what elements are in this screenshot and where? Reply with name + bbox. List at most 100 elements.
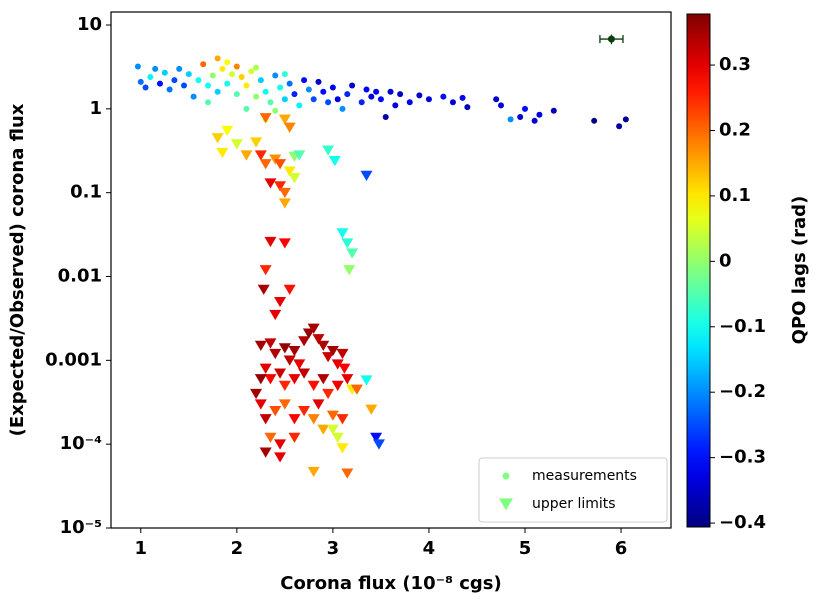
measurement-point	[616, 123, 623, 130]
upper-limit-marker	[322, 388, 335, 400]
colorbar-tick-label: −0.1	[719, 316, 766, 337]
plot-frame	[110, 11, 672, 529]
y-tick-label: 0.1	[70, 182, 102, 203]
upper-limit-marker	[278, 238, 291, 249]
upper-limit-marker	[317, 374, 330, 385]
legend	[478, 457, 668, 523]
measurement-point	[219, 65, 226, 72]
measurement-point	[209, 72, 216, 79]
upper-limit-marker	[283, 122, 296, 133]
measurement-point	[195, 77, 202, 84]
upper-limit-marker	[264, 338, 277, 349]
upper-limit-marker	[365, 404, 378, 415]
measurement-point	[377, 96, 384, 103]
measurement-point	[257, 77, 264, 84]
measurement-point	[344, 91, 351, 98]
x-tick-label: 4	[423, 538, 436, 559]
upper-limit-marker	[328, 156, 341, 167]
upper-limit-marker	[307, 323, 320, 334]
measurement-point	[291, 91, 298, 98]
upper-limit-marker	[269, 348, 282, 360]
colorbar-tick-label: −0.4	[719, 512, 766, 533]
upper-limit-marker	[322, 145, 335, 156]
upper-limit-marker	[372, 439, 385, 450]
upper-limit-marker	[259, 447, 272, 458]
y-tick-label: 10	[77, 14, 102, 35]
upper-limit-marker	[274, 296, 287, 308]
upper-limit-marker	[274, 452, 287, 463]
upper-limit-marker	[343, 265, 356, 276]
measurement-point	[406, 99, 413, 106]
measurement-point	[161, 69, 168, 76]
upper-limit-marker	[370, 432, 383, 443]
measurement-point	[147, 73, 154, 80]
measurement-point	[185, 71, 192, 78]
measurement-point	[253, 93, 260, 100]
upper-limit-marker	[269, 406, 282, 417]
measurement-point	[272, 107, 279, 114]
y-tick-label: 10⁻⁴	[60, 433, 103, 454]
upper-limit-marker	[326, 345, 339, 357]
measurement-point	[329, 84, 336, 91]
upper-limit-marker	[264, 178, 277, 189]
upper-limit-marker	[257, 284, 270, 295]
upper-limit-marker	[288, 345, 301, 357]
measurement-point	[296, 102, 303, 109]
measurement-point	[243, 105, 250, 112]
upper-limit-marker	[259, 113, 272, 124]
upper-limit-marker	[283, 166, 296, 177]
upper-limit-marker	[288, 173, 301, 184]
upper-limit-marker	[341, 238, 354, 249]
upper-limit-marker	[274, 368, 287, 379]
upper-limit-marker	[307, 414, 320, 425]
upper-limit-marker	[254, 340, 267, 351]
upper-limit-marker	[302, 328, 315, 339]
upper-limit-marker	[346, 248, 359, 259]
upper-limit-marker	[317, 424, 330, 435]
measurement-point	[214, 88, 221, 95]
upper-limit-marker	[350, 384, 363, 395]
colorbar-tick-label: −0.3	[719, 447, 766, 468]
measurement-point	[281, 96, 288, 103]
upper-limit-marker	[307, 466, 320, 478]
measurement-point	[320, 88, 327, 95]
measurement-point	[536, 111, 543, 118]
upper-limit-marker	[298, 336, 311, 347]
upper-limit-marker	[331, 432, 344, 443]
y-tick-label: 10⁻⁵	[60, 517, 102, 538]
upper-limit-marker	[331, 359, 344, 370]
x-tick-label: 2	[231, 538, 244, 559]
measurement-point	[521, 105, 528, 112]
upper-limit-marker	[274, 439, 287, 450]
upper-limit-marker	[259, 363, 272, 374]
upper-limit-marker	[259, 159, 272, 170]
measurement-point	[392, 102, 399, 109]
colorbar-tick-label: 0.3	[719, 54, 751, 75]
upper-limit-marker	[331, 380, 344, 391]
measurement-point	[339, 105, 346, 112]
measurement-point	[493, 96, 500, 103]
reference-point	[607, 35, 615, 43]
measurement-point	[243, 82, 250, 89]
measurement-point	[233, 91, 240, 98]
measurement-point	[267, 99, 274, 106]
upper-limit-marker	[312, 399, 325, 410]
measurement-point	[440, 93, 447, 100]
upper-limit-marker	[288, 414, 301, 425]
measurement-point	[262, 88, 269, 95]
upper-limit-marker	[278, 399, 291, 410]
measurement-point	[622, 116, 629, 123]
x-tick-label: 6	[615, 538, 628, 559]
measurement-point	[315, 78, 322, 85]
measurement-point	[253, 64, 260, 71]
measurement-point	[382, 113, 389, 120]
upper-limit-marker	[336, 443, 349, 454]
upper-limit-marker	[278, 187, 291, 199]
measurement-point	[373, 88, 380, 95]
upper-limit-marker	[317, 340, 330, 351]
measurement-point	[425, 96, 432, 103]
upper-limit-marker	[326, 424, 339, 435]
upper-limit-marker	[278, 198, 291, 209]
measurement-point	[459, 94, 466, 101]
upper-limit-marker	[336, 414, 349, 425]
